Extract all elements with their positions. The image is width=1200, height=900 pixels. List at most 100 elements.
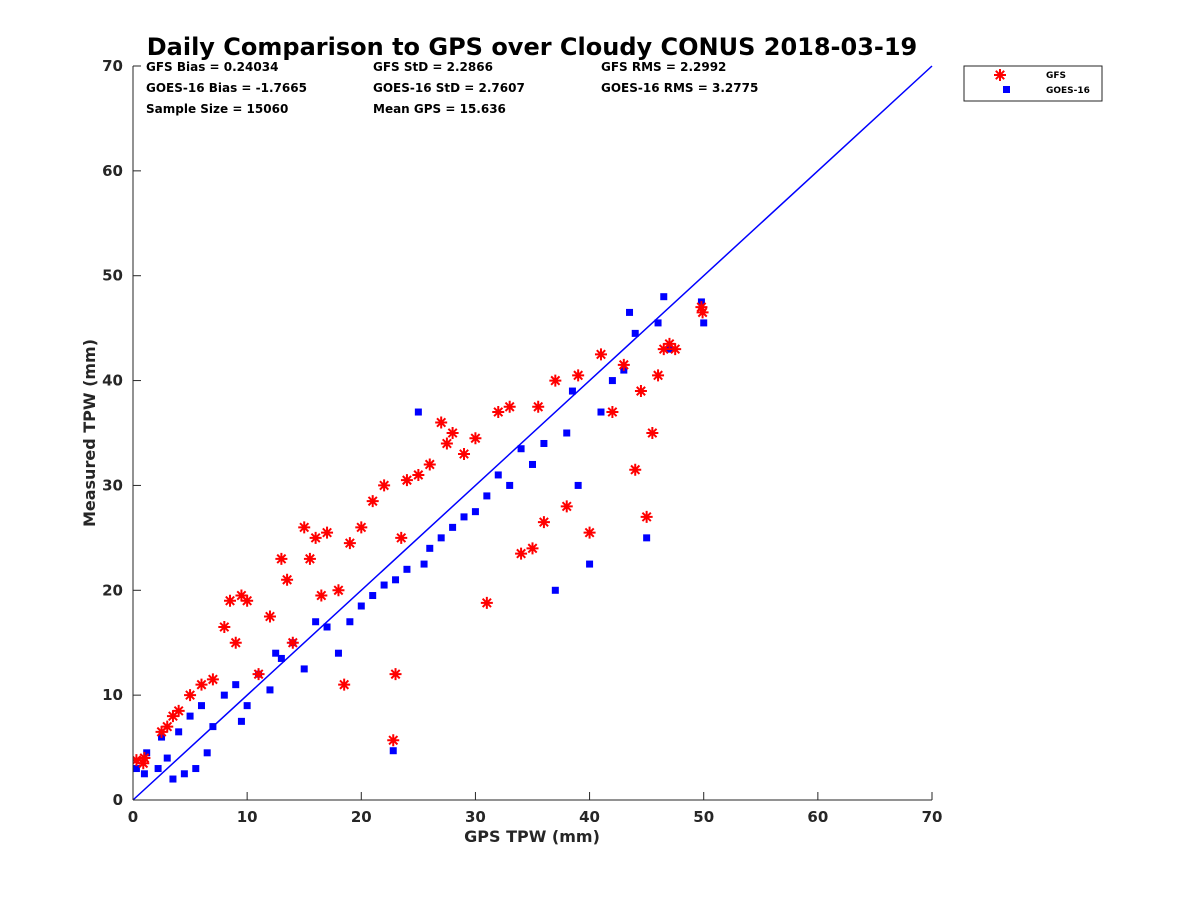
goes16-point — [169, 775, 177, 783]
gfs-point — [281, 573, 294, 586]
goes16-point — [471, 508, 479, 516]
goes16-point — [357, 602, 365, 610]
goes16-point — [369, 592, 377, 600]
goes16-point — [154, 765, 162, 773]
x-tick-label: 30 — [465, 808, 486, 826]
gfs-point — [532, 400, 545, 413]
goes16-point — [631, 329, 639, 337]
gfs-point — [629, 463, 642, 476]
goes16-point — [203, 749, 211, 757]
goes16-point — [586, 560, 594, 568]
gfs-point — [206, 673, 219, 686]
gfs-point — [412, 468, 425, 481]
gfs-point — [366, 495, 379, 508]
gfs-point — [133, 754, 143, 767]
x-tick-label: 70 — [922, 808, 943, 826]
goes16-point — [197, 702, 205, 710]
goes16-point — [449, 523, 457, 531]
goes16-series — [133, 293, 708, 783]
goes16-point — [597, 408, 605, 416]
gfs-point — [315, 589, 328, 602]
goes16-point — [563, 429, 571, 437]
goes16-point — [494, 471, 502, 479]
gfs-point — [515, 547, 528, 560]
gfs-point — [503, 400, 516, 413]
gfs-point — [594, 348, 607, 361]
gfs-point — [640, 510, 653, 523]
x-axis-ticks: 0 10 20 30 40 50 60 70 — [128, 792, 943, 826]
y-axis-ticks: 0 10 20 30 40 50 60 70 — [102, 57, 141, 809]
x-tick-label: 60 — [807, 808, 828, 826]
gfs-point — [229, 636, 242, 649]
goes16-point — [300, 665, 308, 673]
gfs-point — [696, 306, 709, 319]
gfs-point — [224, 594, 237, 607]
y-tick-label: 40 — [102, 372, 123, 390]
goes16-point — [643, 534, 651, 542]
goes16-point — [272, 649, 280, 657]
x-tick-label: 10 — [237, 808, 258, 826]
y-tick-label: 20 — [102, 581, 123, 599]
goes16-point — [180, 770, 188, 778]
gfs-point — [387, 734, 400, 747]
goes16-point — [266, 686, 274, 694]
goes16-point — [312, 618, 320, 626]
gfs-point — [338, 678, 351, 691]
gfs-point — [263, 610, 276, 623]
gfs-point — [235, 589, 248, 602]
gfs-point — [657, 343, 670, 356]
goes16-point — [143, 749, 151, 757]
y-tick-label: 10 — [102, 686, 123, 704]
stat-sample-size: Sample Size = 15060 — [146, 102, 288, 116]
goes16-point — [237, 717, 245, 725]
goes16-point — [232, 681, 240, 689]
goes16-point — [654, 319, 662, 327]
gfs-point — [440, 437, 453, 450]
gfs-point — [395, 531, 408, 544]
goes16-point — [243, 702, 251, 710]
x-axis-title: GPS TPW (mm) — [464, 827, 600, 846]
goes16-point — [323, 623, 331, 631]
goes16-point — [420, 560, 428, 568]
gfs-point — [492, 406, 505, 419]
gfs-series — [133, 301, 709, 770]
gfs-point — [298, 521, 311, 534]
gfs-point — [166, 710, 179, 723]
goes16-point — [140, 770, 148, 778]
gfs-point — [446, 427, 459, 439]
goes16-point — [220, 691, 228, 699]
goes16-point — [380, 581, 388, 589]
y-tick-label: 0 — [113, 791, 123, 809]
x-tick-label: 40 — [579, 808, 600, 826]
gfs-point — [303, 552, 316, 565]
gfs-point — [617, 358, 630, 371]
stat-gfs-rms: GFS RMS = 2.2992 — [601, 60, 726, 74]
goes16-point — [551, 586, 559, 594]
y-tick-label: 50 — [102, 267, 123, 285]
gfs-point — [161, 720, 174, 733]
goes16-point — [186, 712, 194, 720]
gfs-point — [458, 447, 471, 460]
gfs-point — [560, 500, 573, 513]
goes16-point — [529, 460, 536, 468]
gfs-point — [184, 689, 197, 702]
gfs-point — [286, 636, 299, 649]
stats-block: GFS Bias = 0.24034 GFS StD = 2.2866 GFS … — [146, 60, 758, 116]
goes16-point — [460, 513, 468, 521]
gfs-point — [469, 432, 482, 445]
gfs-point — [663, 337, 676, 350]
y-tick-label: 30 — [102, 476, 123, 494]
gfs-point — [652, 369, 665, 382]
gfs-point — [241, 594, 254, 607]
gfs-point — [646, 427, 659, 439]
gfs-point — [583, 526, 596, 539]
gfs-point — [572, 369, 585, 382]
gfs-point — [400, 474, 413, 487]
goes16-point — [626, 308, 634, 316]
goes16-point — [346, 618, 354, 626]
gfs-point — [695, 301, 708, 314]
x-tick-label: 20 — [351, 808, 372, 826]
legend: GFS GOES-16 — [963, 65, 1103, 102]
gfs-point — [218, 620, 231, 633]
goes16-point — [574, 481, 582, 489]
